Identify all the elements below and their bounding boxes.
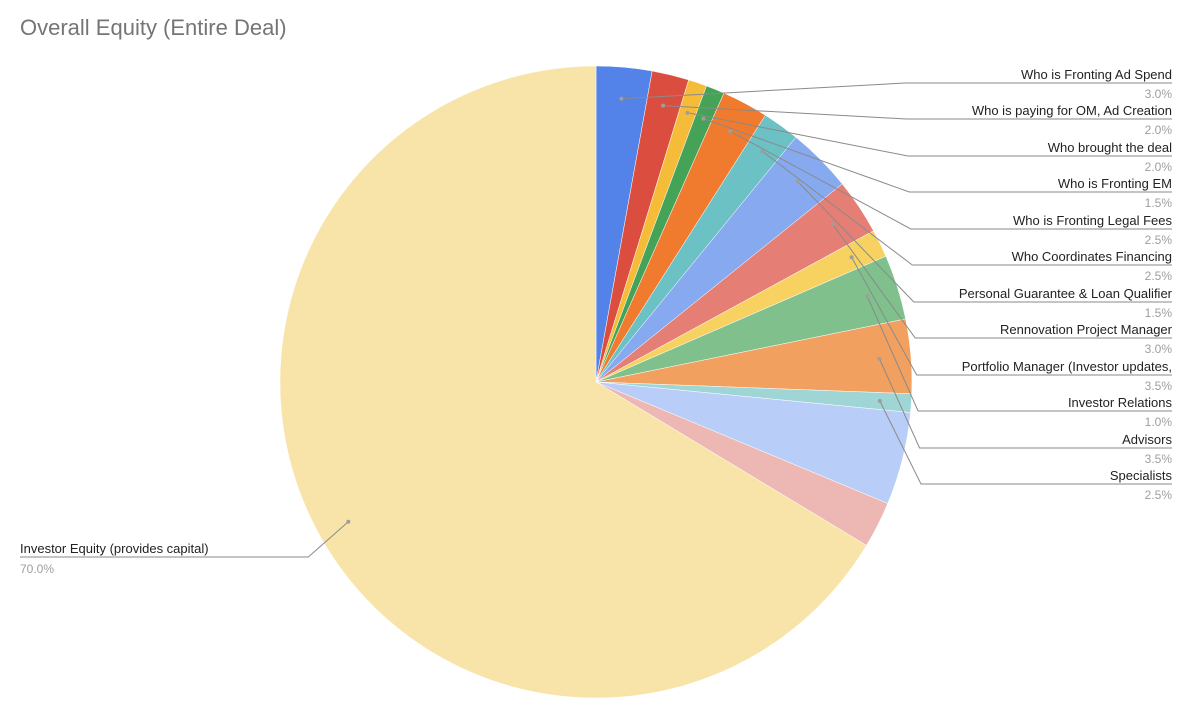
slice-label-6: Personal Guarantee & Loan Qualifier xyxy=(959,286,1173,301)
slice-label-14: Investor Equity (provides capital) xyxy=(20,541,209,556)
slice-percent-8: 3.5% xyxy=(1145,379,1173,393)
leader-line-6 xyxy=(797,181,1172,303)
leader-line-5 xyxy=(762,151,1172,266)
leader-line-11 xyxy=(879,400,1172,485)
slice-label-4: Who is Fronting Legal Fees xyxy=(1013,213,1172,228)
slice-percent-2: 2.0% xyxy=(1145,160,1173,174)
leader-dot-8 xyxy=(849,255,854,260)
slice-percent-10: 3.5% xyxy=(1145,452,1173,466)
slice-label-8: Portfolio Manager (Investor updates, xyxy=(962,359,1172,374)
slice-label-0: Who is Fronting Ad Spend xyxy=(1021,67,1172,82)
slice-percent-11: 2.5% xyxy=(1145,488,1173,502)
slice-label-10: Advisors xyxy=(1122,432,1172,447)
leader-dot-6 xyxy=(795,179,800,184)
slice-label-3: Who is Fronting EM xyxy=(1058,176,1172,191)
leader-dot-2 xyxy=(685,110,690,115)
slice-label-5: Who Coordinates Financing xyxy=(1012,249,1172,264)
pie-slice-14 xyxy=(279,65,867,699)
slice-percent-6: 1.5% xyxy=(1145,306,1173,320)
slice-label-1: Who is paying for OM, Ad Creation xyxy=(972,103,1172,118)
slice-label-9: Investor Relations xyxy=(1068,395,1173,410)
leader-line-9 xyxy=(866,296,1172,412)
slice-label-7: Rennovation Project Manager xyxy=(1000,322,1173,337)
slice-percent-4: 2.5% xyxy=(1145,233,1173,247)
slice-percent-5: 2.5% xyxy=(1145,269,1173,283)
leader-line-4 xyxy=(729,130,1172,230)
leader-line-2 xyxy=(687,112,1172,157)
slice-percent-14: 70.0% xyxy=(20,562,54,576)
slice-label-11: Specialists xyxy=(1110,468,1173,483)
leader-line-3 xyxy=(703,118,1172,193)
slice-percent-1: 2.0% xyxy=(1145,123,1173,137)
slice-percent-3: 1.5% xyxy=(1145,196,1173,210)
chart-title: Overall Equity (Entire Deal) xyxy=(20,15,287,40)
slice-label-2: Who brought the deal xyxy=(1048,140,1172,155)
leader-dot-14 xyxy=(346,519,351,524)
pie-labels: Who is Fronting Ad Spend 3.0% Who is payin… xyxy=(20,67,1173,576)
leader-line-14 xyxy=(20,521,349,558)
leader-dot-11 xyxy=(877,399,882,403)
leader-dot-1 xyxy=(661,103,666,108)
leader-dot-5 xyxy=(760,149,765,154)
leader-dot-4 xyxy=(728,129,733,134)
pie-slices xyxy=(279,65,913,699)
leader-line-10 xyxy=(878,358,1172,449)
leader-dot-0 xyxy=(619,96,624,101)
leader-line-8 xyxy=(851,256,1172,376)
leader-dot-9 xyxy=(865,294,870,299)
slice-percent-9: 1.0% xyxy=(1145,415,1173,429)
leader-dot-3 xyxy=(701,116,706,121)
leader-line-0 xyxy=(621,82,1172,100)
leader-dot-10 xyxy=(877,356,882,361)
leader-line-1 xyxy=(663,105,1172,120)
leader-dot-7 xyxy=(830,222,835,227)
leader-line-7 xyxy=(832,223,1172,339)
slice-percent-7: 3.0% xyxy=(1145,342,1173,356)
slice-percent-0: 3.0% xyxy=(1145,87,1173,101)
